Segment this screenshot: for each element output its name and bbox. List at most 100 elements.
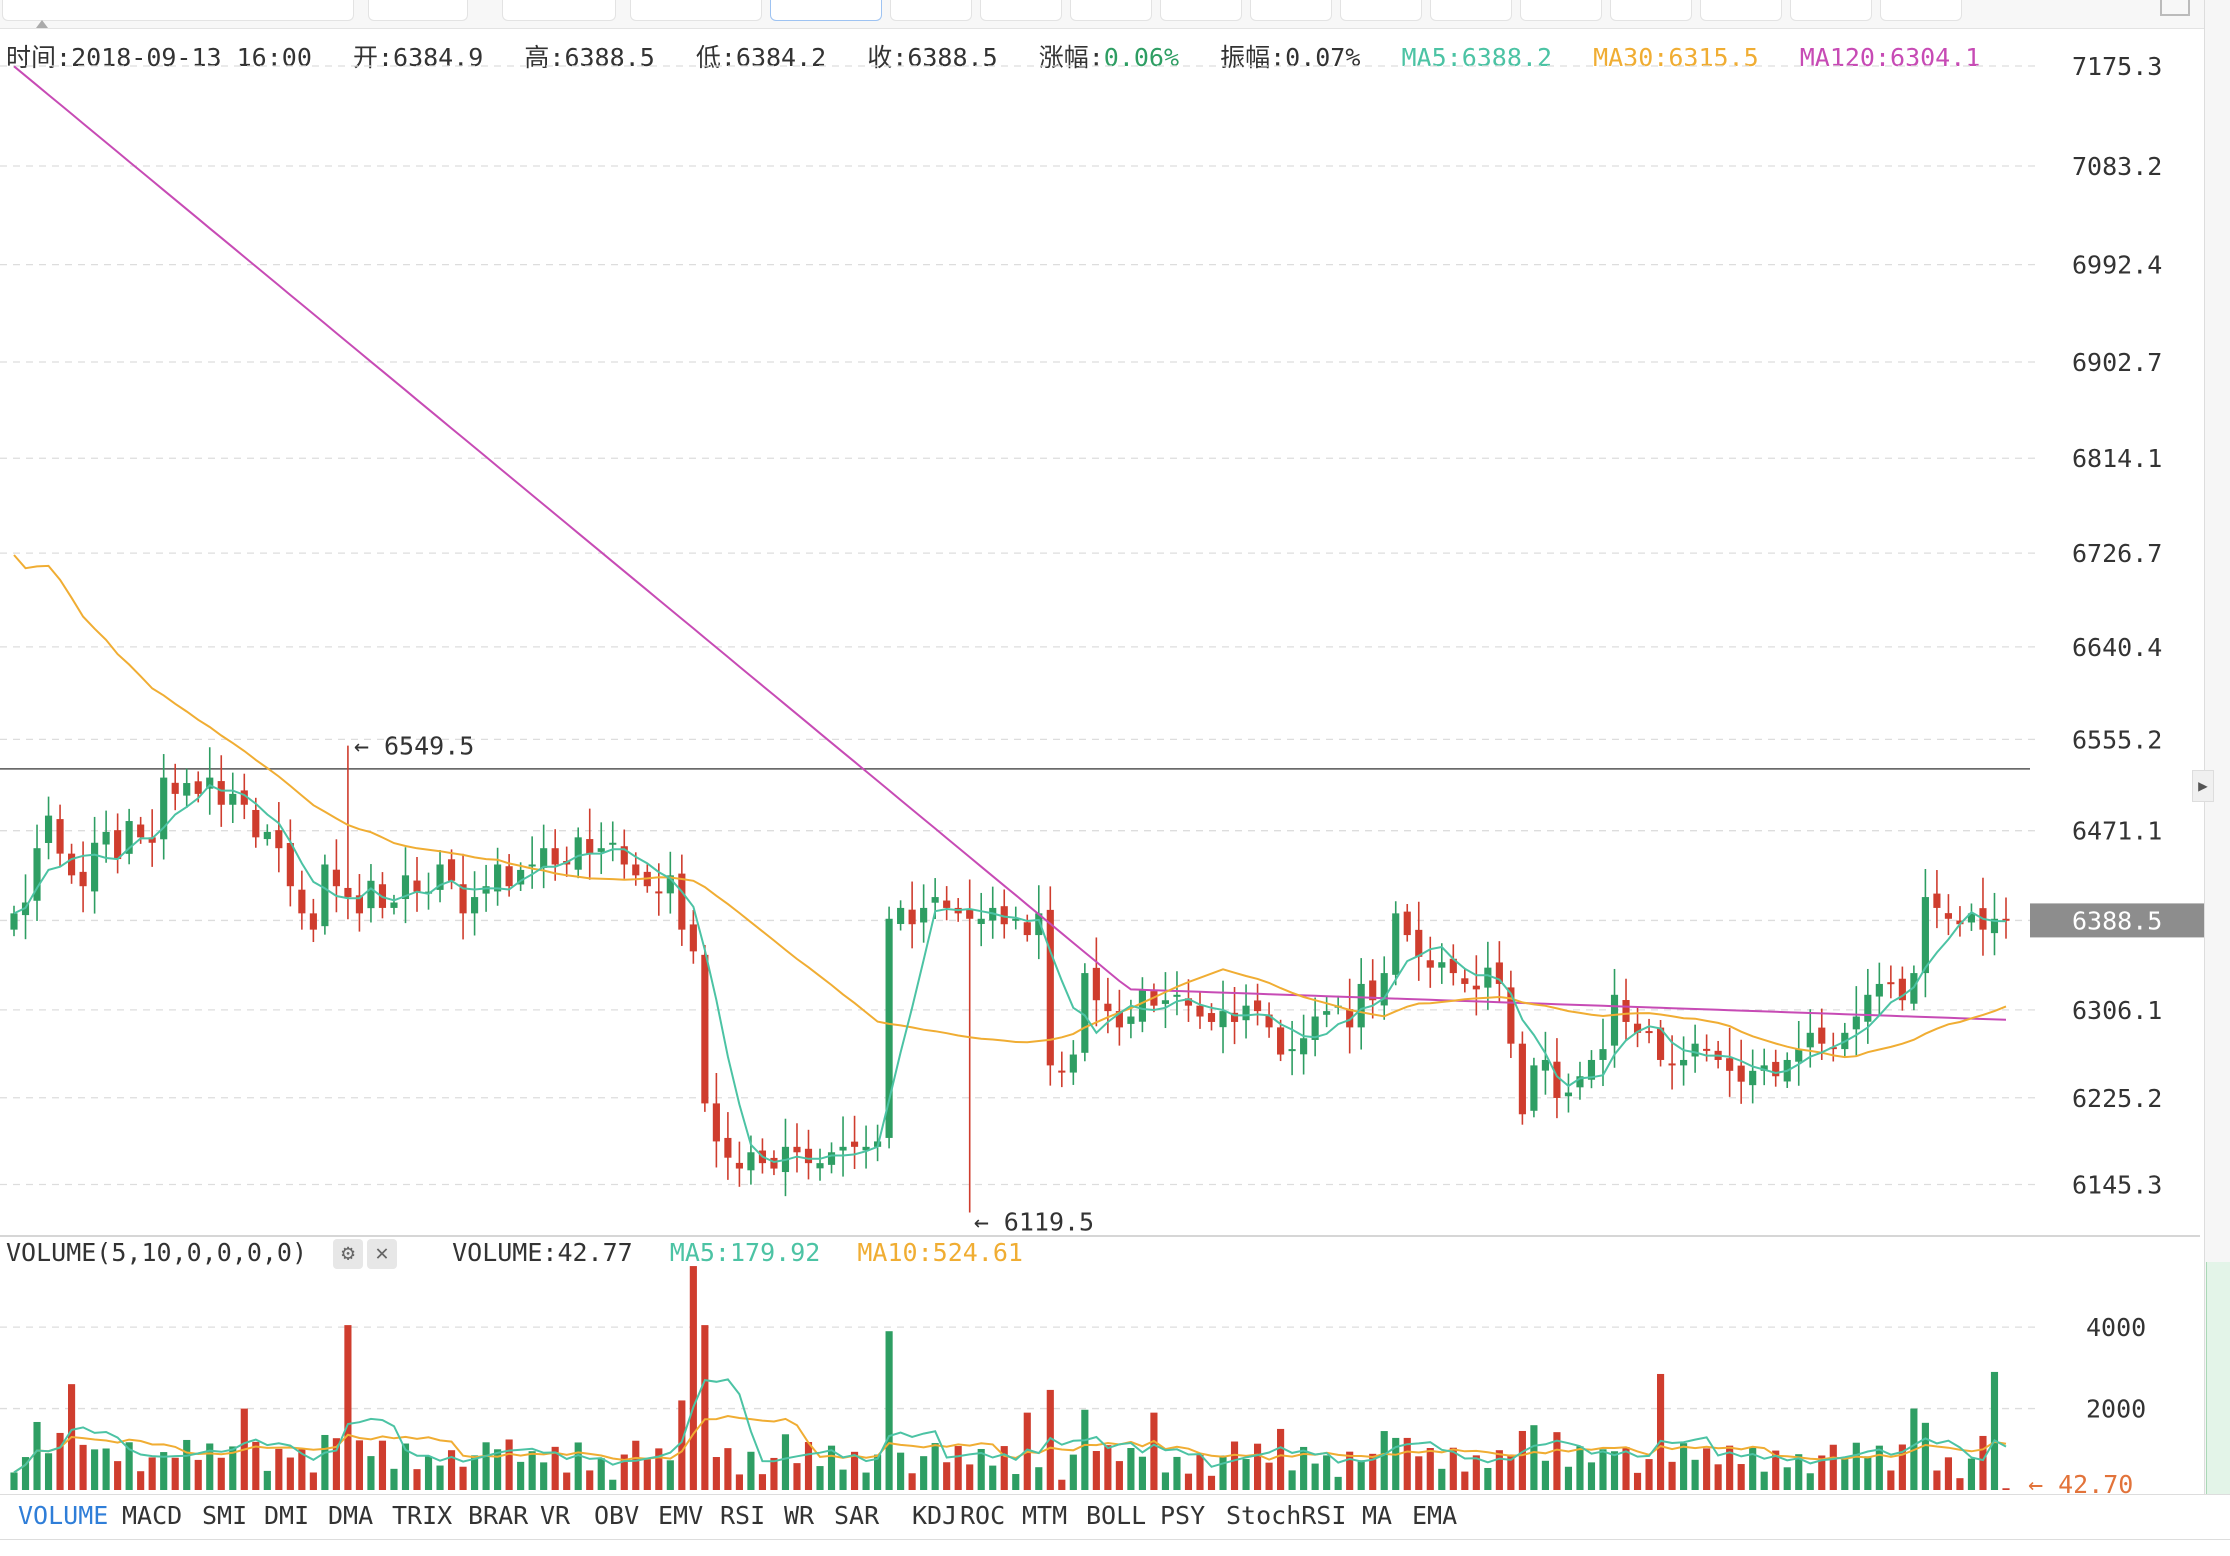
- indicator-tab-brar[interactable]: BRAR: [468, 1501, 529, 1530]
- indicator-tab-emv[interactable]: EMV: [658, 1501, 704, 1530]
- candle-body: [885, 918, 893, 1138]
- fullscreen-icon[interactable]: [2160, 0, 2190, 16]
- price-tick-label: 6471.1: [2072, 817, 2162, 846]
- volume-tick-label: 2000: [2086, 1395, 2146, 1424]
- volume-bar: [1184, 1473, 1193, 1490]
- interval-button[interactable]: [980, 0, 1062, 21]
- tools-button[interactable]: [630, 0, 762, 21]
- indicator-tab-ema[interactable]: EMA: [1412, 1501, 1458, 1530]
- interval-button[interactable]: [1790, 0, 1872, 21]
- high-price-marker: ← 6549.5: [354, 732, 474, 761]
- candle-body: [1392, 913, 1400, 975]
- candle-body: [1887, 982, 1895, 985]
- candle-body: [747, 1152, 755, 1171]
- candle-body: [1253, 1000, 1262, 1012]
- volume-bar: [804, 1442, 813, 1490]
- indicator-tab-psy[interactable]: PSY: [1160, 1501, 1206, 1530]
- indicator-tab-sar[interactable]: SAR: [834, 1501, 880, 1530]
- candle-body: [1357, 983, 1365, 1028]
- gear-icon[interactable]: ⚙: [333, 1239, 364, 1269]
- interval-button[interactable]: [1250, 0, 1332, 21]
- candle-body: [1553, 1061, 1561, 1098]
- interval-button[interactable]: [1700, 0, 1782, 21]
- interval-button[interactable]: [1520, 0, 1602, 21]
- interval-button[interactable]: [1160, 0, 1242, 21]
- candle-body: [850, 1141, 859, 1147]
- candle-body: [1956, 920, 1964, 925]
- interval-button-active[interactable]: [770, 0, 882, 21]
- candle-body: [839, 1146, 847, 1151]
- indicator-tab-roc[interactable]: ROC: [960, 1501, 1006, 1530]
- volume-bar: [1092, 1451, 1100, 1490]
- candle-body: [1104, 1003, 1112, 1012]
- price-tick-label: 6640.4: [2072, 633, 2162, 662]
- indicator-tab-boll[interactable]: BOLL: [1086, 1501, 1147, 1530]
- candle-body: [1726, 1058, 1734, 1071]
- volume-bar: [44, 1453, 53, 1490]
- candle-body: [678, 873, 686, 930]
- indicator-tab-obv[interactable]: OBV: [594, 1501, 640, 1530]
- volume-bar: [1484, 1467, 1492, 1490]
- volume-bar: [839, 1469, 847, 1490]
- candle-body: [114, 830, 122, 860]
- indicator-tab-ma[interactable]: MA: [1362, 1501, 1393, 1530]
- indicator-tab-rsi[interactable]: RSI: [720, 1501, 766, 1530]
- volume-bar: [1380, 1431, 1388, 1490]
- indicator-tab-smi[interactable]: SMI: [202, 1501, 248, 1530]
- indicator-tab-dma[interactable]: DMA: [328, 1501, 374, 1530]
- candle-body: [1772, 1061, 1780, 1077]
- indicator-tab-vr[interactable]: VR: [540, 1501, 571, 1530]
- volume-bar: [298, 1449, 306, 1490]
- volume-bar: [148, 1457, 156, 1490]
- indicator-tab-mtm[interactable]: MTM: [1022, 1501, 1068, 1530]
- volume-bar: [816, 1466, 824, 1490]
- candle-body: [1484, 967, 1492, 988]
- expand-right-arrow-icon[interactable]: ▶: [2192, 770, 2214, 802]
- ma5-field: MA5:6388.2: [1401, 43, 1553, 72]
- volume-bar: [954, 1446, 962, 1490]
- candle-body: [1691, 1043, 1699, 1057]
- candle-body: [735, 1162, 743, 1169]
- candle-body: [263, 831, 271, 840]
- volume-bar: [160, 1452, 168, 1490]
- interval-button[interactable]: [1880, 0, 1962, 21]
- indicator-tab-macd[interactable]: MACD: [122, 1501, 183, 1530]
- ohlc-info-line: 时间:2018-09-13 16:00 开:6384.9 高:6388.5 低:…: [6, 38, 2006, 74]
- indicator-tab-trix[interactable]: TRIX: [392, 1501, 453, 1530]
- candle-body: [102, 831, 110, 845]
- high-field: 高:6388.5: [524, 43, 655, 72]
- interval-button[interactable]: [890, 0, 972, 21]
- volume-bar: [229, 1446, 237, 1490]
- candle-body: [206, 777, 214, 789]
- interval-button[interactable]: [1430, 0, 1512, 21]
- indicator-tab-kdj[interactable]: KDJ: [912, 1501, 958, 1530]
- symbol-select-button[interactable]: [2, 0, 354, 21]
- volume-bar: [1357, 1460, 1365, 1490]
- candle-body: [1415, 929, 1423, 957]
- volume-bar: [1564, 1466, 1573, 1490]
- interval-button[interactable]: [1070, 0, 1152, 21]
- indicator-tab-wr[interactable]: WR: [784, 1501, 815, 1530]
- volume-bar: [609, 1479, 617, 1490]
- interval-button[interactable]: [1610, 0, 1692, 21]
- candle-body: [401, 875, 410, 900]
- indicator-tab-dmi[interactable]: DMI: [264, 1501, 310, 1530]
- price-tick-label: 6814.1: [2072, 444, 2162, 473]
- volume-bar: [1553, 1432, 1561, 1490]
- candle-body: [1806, 1032, 1814, 1048]
- indicator-tab-volume[interactable]: VOLUME: [18, 1501, 109, 1530]
- candle-body: [540, 848, 548, 868]
- close-icon[interactable]: ✕: [367, 1239, 398, 1269]
- volume-bar: [793, 1463, 801, 1490]
- candle-body: [1610, 994, 1619, 1046]
- chart-type-button[interactable]: [368, 0, 468, 21]
- settings-button[interactable]: [502, 0, 616, 21]
- candle-body: [171, 782, 179, 794]
- indicator-tab-stochrsi[interactable]: StochRSI: [1226, 1501, 1347, 1530]
- interval-button[interactable]: [1340, 0, 1422, 21]
- collapse-arrow-icon[interactable]: [36, 20, 48, 28]
- volume-bar: [1668, 1461, 1676, 1490]
- candle-body: [436, 864, 444, 890]
- volume-bar: [194, 1459, 202, 1490]
